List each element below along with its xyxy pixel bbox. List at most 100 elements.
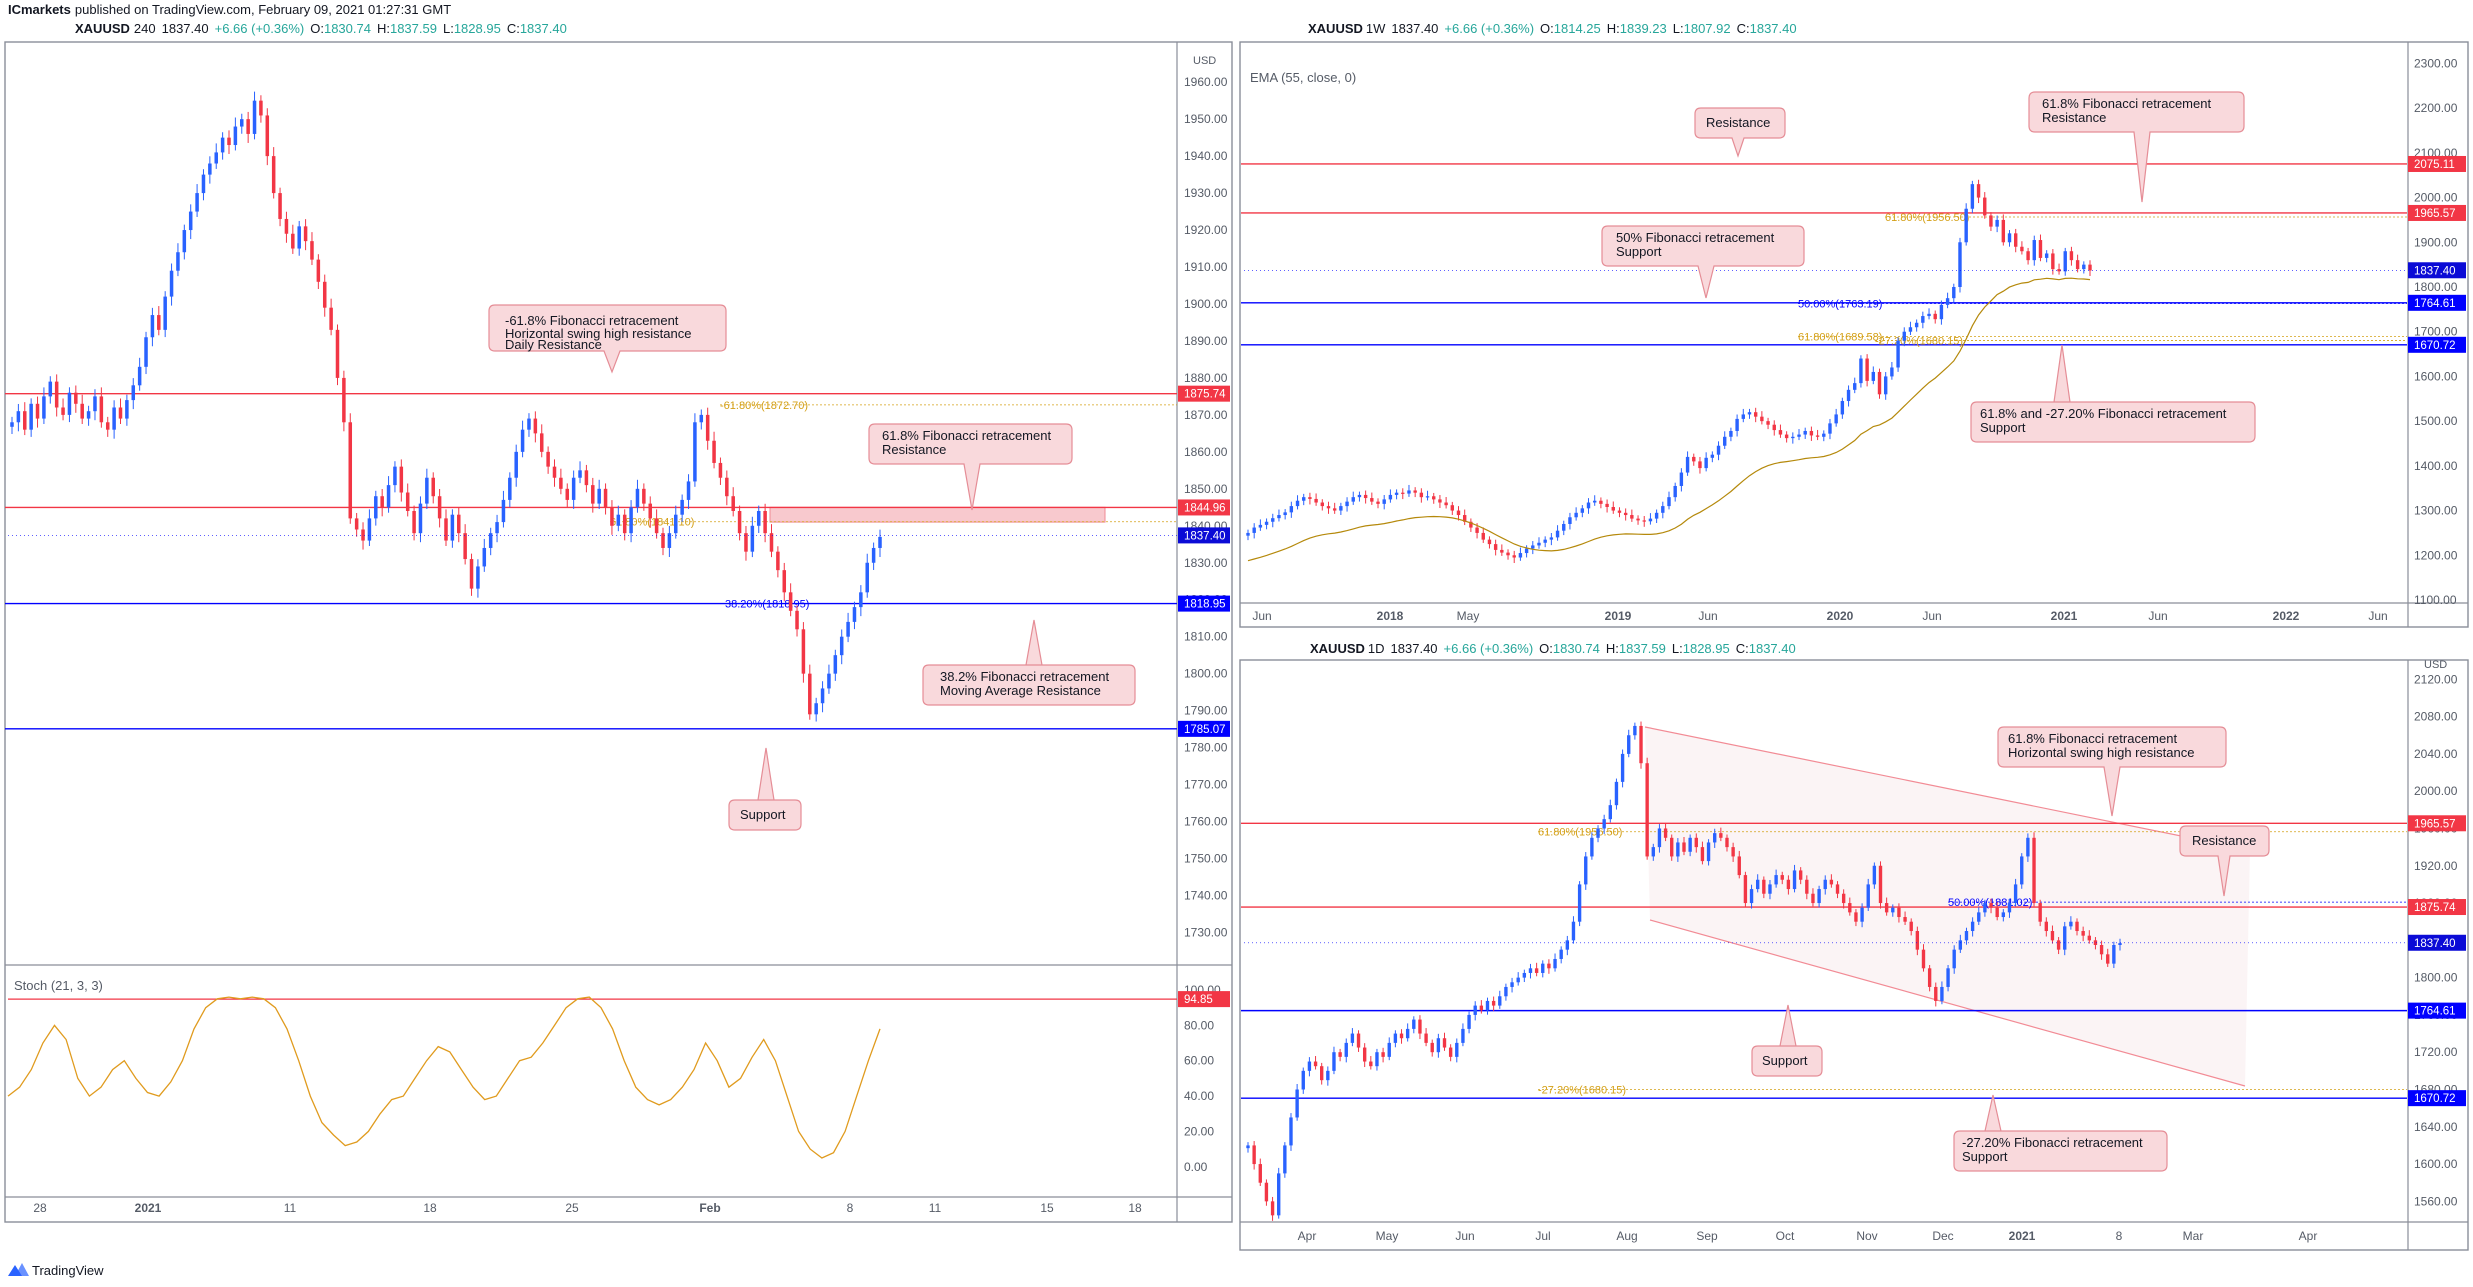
d1-candle-body bbox=[1264, 1182, 1269, 1202]
d1-candle-body bbox=[1258, 1164, 1262, 1183]
h4-candle-body bbox=[674, 514, 678, 534]
h4-candle-body bbox=[361, 529, 365, 541]
d1-change: +6.66 (+0.36%) bbox=[1444, 641, 1534, 656]
h4-candle-body bbox=[233, 126, 238, 146]
tradingview-wordmark: TradingView bbox=[32, 1263, 104, 1278]
w1-candle-body bbox=[2088, 264, 2092, 271]
d1-close: 1837.40 bbox=[1749, 641, 1796, 656]
d1-candle-body bbox=[1614, 781, 1619, 806]
h4-stoch-label: Stoch (21, 3, 3) bbox=[14, 978, 103, 993]
d1-candle-body bbox=[1295, 1089, 1299, 1118]
w1-candle-body bbox=[1258, 524, 1263, 528]
h4-open: 1830.74 bbox=[324, 21, 371, 36]
d1-candle-body bbox=[1516, 977, 1520, 983]
d1-candle-body bbox=[1307, 1061, 1312, 1071]
d1-x-tick-label: Mar bbox=[2183, 1229, 2204, 1243]
w1-candle-body bbox=[1642, 520, 1646, 522]
h4-candle-body bbox=[712, 440, 716, 463]
w1-candle-body bbox=[1363, 494, 1368, 499]
h4-candle-body bbox=[871, 547, 876, 563]
w1-candle-body bbox=[2020, 246, 2024, 252]
h4-chart-layer: 1960.00 1950.00 1940.00 1930.00 1920.00 1910.… bbox=[5, 75, 1230, 1215]
h4-candle-body bbox=[667, 533, 672, 548]
w1-candle-body bbox=[1376, 501, 1380, 504]
w1-x-tick-label: 2020 bbox=[1827, 609, 1854, 623]
d1-candle-body bbox=[2106, 954, 2110, 964]
d1-candle-body bbox=[1301, 1070, 1305, 1090]
h4-candle-body bbox=[284, 218, 289, 234]
d1-candle-body bbox=[1338, 1052, 1342, 1057]
d1-candle-body bbox=[1977, 912, 1981, 922]
h4-x-tick-label: 2021 bbox=[135, 1201, 162, 1215]
w1-x-tick-label: 2019 bbox=[1605, 609, 1632, 623]
d1-currency-label: USD bbox=[2424, 659, 2447, 671]
callout-line: -61.8% Fibonacci retracement bbox=[505, 313, 679, 328]
h4-candle-body bbox=[865, 562, 869, 593]
w1-candle-body bbox=[1797, 434, 1801, 437]
h4-candle-body bbox=[546, 451, 550, 467]
d1-channel-upper-line bbox=[1644, 726, 2251, 851]
d1-candle-body bbox=[1381, 1052, 1385, 1057]
h4-candle-body bbox=[354, 518, 359, 530]
d1-y-tick-label: 1600.00 bbox=[2414, 1157, 2458, 1171]
d1-x-tick-label: Nov bbox=[1856, 1229, 1877, 1243]
h4-candle-body bbox=[814, 703, 818, 715]
h4-y-tick-label: 1960.00 bbox=[1184, 75, 1228, 89]
w1-level-tag bbox=[2408, 155, 2466, 172]
d1-callout-support: Support bbox=[1751, 1004, 1823, 1077]
d1-candle-body bbox=[1553, 958, 1557, 969]
w1-candle-body bbox=[1611, 506, 1615, 511]
w1-level-tag-label: 2075.11 bbox=[2414, 159, 2455, 171]
h4-candle-body bbox=[501, 499, 506, 523]
w1-candle-body bbox=[1382, 499, 1386, 504]
d1-candle-body bbox=[1522, 972, 1527, 978]
h4-y-tick-label: 1790.00 bbox=[1184, 704, 1228, 718]
w1-candle-body bbox=[1302, 497, 1306, 501]
d1-last: 1837.40 bbox=[1391, 641, 1438, 656]
d1-level-tag-label: 1965.57 bbox=[2414, 818, 2456, 830]
w1-candle-body bbox=[1710, 454, 1715, 458]
w1-candle-body bbox=[1555, 530, 1560, 538]
d1-candle-body bbox=[1252, 1145, 1256, 1165]
h4-candle-body bbox=[437, 496, 442, 519]
w1-x-tick-label: Jun bbox=[2148, 609, 2167, 623]
w1-y-tick-label: 1800.00 bbox=[2414, 280, 2458, 294]
h4-candle-body bbox=[603, 488, 608, 508]
w1-level-tag bbox=[2408, 204, 2466, 221]
d1-candle-body bbox=[1756, 879, 1760, 890]
w1-candle-body bbox=[1871, 371, 1876, 381]
stoch-y-tick-label: 80.00 bbox=[1184, 1018, 1214, 1032]
w1-candle-body bbox=[1716, 445, 1721, 455]
d1-x-tick-label: Apr bbox=[1298, 1229, 1317, 1243]
w1-candle-body bbox=[1425, 496, 1430, 498]
w1-y-tick-label: 2000.00 bbox=[2414, 191, 2458, 205]
callout-line: Support bbox=[740, 807, 786, 822]
h4-candle-body bbox=[488, 533, 493, 548]
h4-y-tick-label: 1830.00 bbox=[1184, 556, 1228, 570]
d1-candle-body bbox=[1934, 986, 1938, 1001]
h4-candle-body bbox=[188, 211, 193, 231]
w1-candle-body bbox=[1778, 430, 1783, 435]
d1-candle-body bbox=[1774, 875, 1778, 885]
stoch-line bbox=[7, 996, 881, 1159]
h4-candle-body bbox=[195, 193, 199, 212]
w1-y-tick-label: 1200.00 bbox=[2414, 548, 2458, 562]
w1-candle-body bbox=[1803, 430, 1807, 435]
h4-y-tick-label: 1860.00 bbox=[1184, 445, 1228, 459]
w1-candle-body bbox=[1939, 304, 1944, 320]
h4-candle-body bbox=[271, 156, 276, 194]
w1-candle-body bbox=[1976, 184, 1981, 198]
h4-candle-body bbox=[539, 433, 544, 452]
h4-candle-body bbox=[450, 514, 455, 541]
h4-candle-body bbox=[137, 366, 142, 386]
d1-candle-body bbox=[1596, 828, 1600, 838]
d1-candle-body bbox=[1805, 879, 1809, 894]
w1-candle-body bbox=[2075, 260, 2080, 270]
d1-candle-body bbox=[1565, 940, 1570, 950]
d1-candle-body bbox=[1725, 837, 1729, 848]
h4-candle-body bbox=[118, 407, 123, 419]
w1-candle-body bbox=[1809, 430, 1814, 436]
d1-candle-body bbox=[1878, 865, 1883, 904]
w1-candle-body bbox=[1599, 500, 1603, 504]
h4-candle-body bbox=[476, 566, 480, 589]
